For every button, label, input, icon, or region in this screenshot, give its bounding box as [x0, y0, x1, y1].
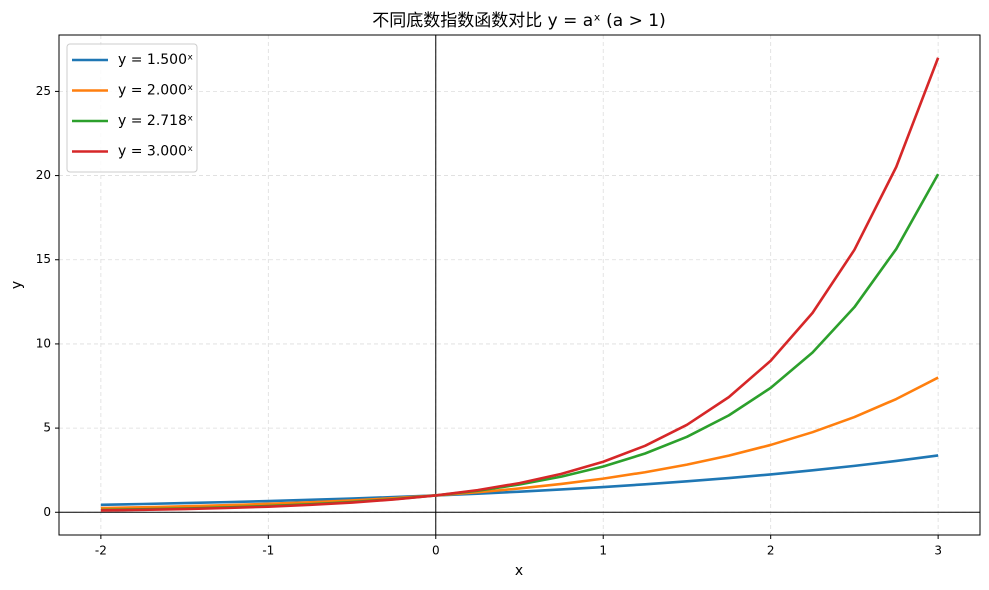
x-tick-label: 3	[934, 544, 942, 558]
y-tick-label: 10	[36, 336, 51, 350]
line-series	[100, 57, 940, 512]
x-tick-label: 2	[767, 544, 775, 558]
legend-label: y = 1.500ˣ	[118, 52, 193, 68]
x-tick-label: -1	[262, 544, 274, 558]
line-series	[100, 454, 939, 507]
y-tick-label: 20	[36, 168, 51, 182]
legend-box	[66, 43, 198, 173]
line-series	[100, 376, 939, 510]
legend-label: y = 3.000ˣ	[118, 144, 193, 160]
y-axis-label: y	[9, 281, 25, 289]
chart-title: 不同底数指数函数对比 y = aˣ (a > 1)	[372, 11, 665, 31]
x-axis-label: x	[515, 563, 523, 579]
x-tick-label: 0	[432, 544, 440, 558]
y-tick-label: 15	[36, 252, 51, 266]
y-tick-label: 0	[43, 505, 51, 519]
line-series	[100, 173, 940, 512]
y-tick-label: 5	[43, 421, 51, 435]
x-tick-label: -2	[95, 544, 107, 558]
x-tick-label: 1	[599, 544, 607, 558]
legend-label: y = 2.000ˣ	[118, 83, 193, 99]
legend-label: y = 2.718ˣ	[118, 113, 193, 129]
y-tick-label: 25	[36, 84, 51, 98]
plot-frame	[58, 34, 981, 536]
